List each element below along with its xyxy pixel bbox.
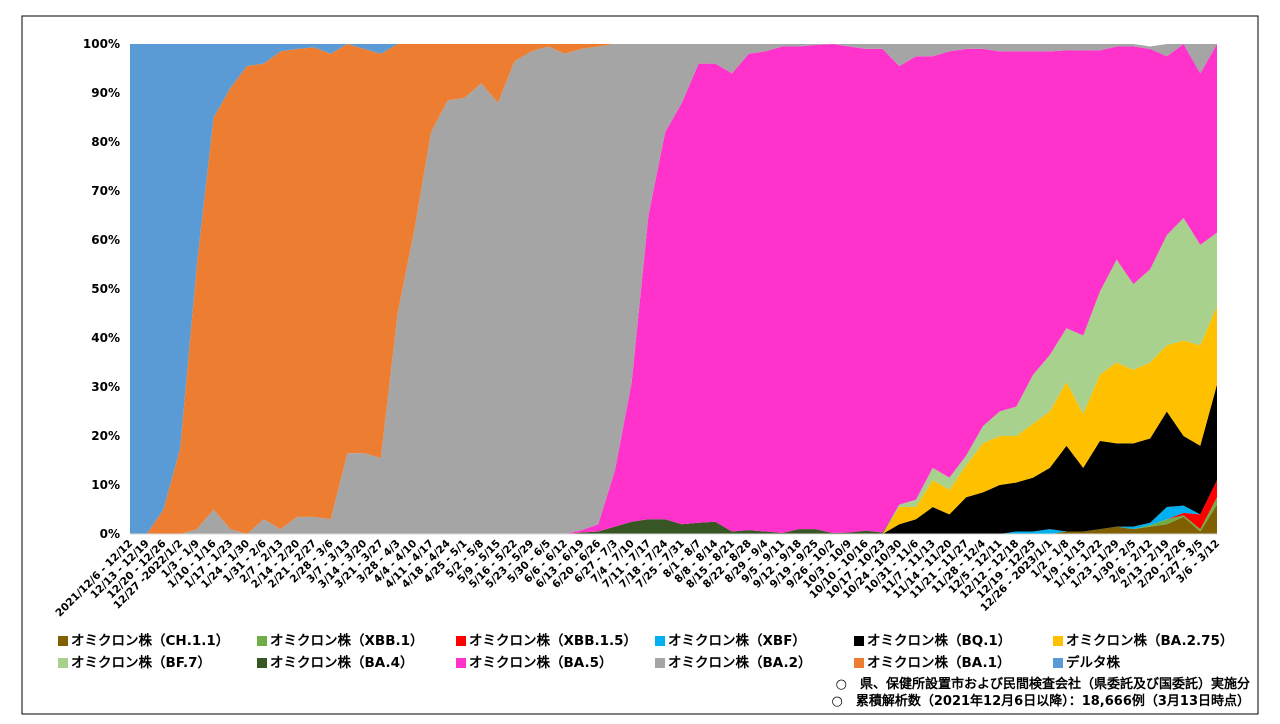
area: [130, 504, 1217, 534]
legend-swatch: [655, 658, 665, 668]
legend-swatch: [58, 658, 68, 668]
legend-label: デルタ株: [1066, 654, 1120, 671]
y-tick-label: 40%: [91, 331, 120, 345]
legend-label: オミクロン株（BA.4）: [270, 654, 414, 671]
legend-label: オミクロン株（XBB.1）: [270, 632, 424, 649]
legend-label: オミクロン株（BA.2.75）: [1066, 632, 1233, 649]
legend-label: オミクロン株（BF.7）: [71, 654, 211, 671]
legend-label: オミクロン株（CH.1.1）: [71, 632, 229, 649]
legend-label: オミクロン株（BQ.1）: [867, 632, 1011, 649]
y-tick-label: 60%: [91, 233, 120, 247]
note: ○ 県、保健所設置市および民間検査会社（県委託及び国委託）実施分: [836, 676, 1250, 692]
legend-swatch: [854, 636, 864, 646]
y-tick-label: 0%: [100, 527, 120, 541]
legend-swatch: [257, 636, 267, 646]
area: [130, 384, 1217, 534]
legend-label: オミクロン株（XBB.1.5）: [469, 632, 637, 649]
area: [130, 44, 1217, 534]
y-tick-label: 50%: [91, 282, 120, 296]
y-tick-label: 100%: [83, 37, 120, 51]
legend-swatch: [456, 636, 466, 646]
legend-swatch: [257, 658, 267, 668]
legend-swatch: [854, 658, 864, 668]
note: ○ 累積解析数（2021年12月6日以降）：18,666例（3月13日時点）: [832, 693, 1250, 709]
area: [130, 44, 1217, 534]
y-tick-label: 70%: [91, 184, 120, 198]
legend-swatch: [1053, 658, 1063, 668]
legend-swatch: [58, 636, 68, 646]
legend-label: オミクロン株（BA.2）: [668, 654, 812, 671]
y-tick-label: 30%: [91, 380, 120, 394]
legend-label: オミクロン株（BA.5）: [469, 654, 613, 671]
y-tick-label: 90%: [91, 86, 120, 100]
area: [130, 44, 1217, 534]
y-tick-label: 20%: [91, 429, 120, 443]
legend-label: オミクロン株（BA.1）: [867, 654, 1011, 671]
y-tick-label: 80%: [91, 135, 120, 149]
y-tick-label: 10%: [91, 478, 120, 492]
legend-label: オミクロン株（XBF）: [668, 632, 806, 649]
legend-swatch: [655, 636, 665, 646]
legend-swatch: [456, 658, 466, 668]
legend-swatch: [1053, 636, 1063, 646]
